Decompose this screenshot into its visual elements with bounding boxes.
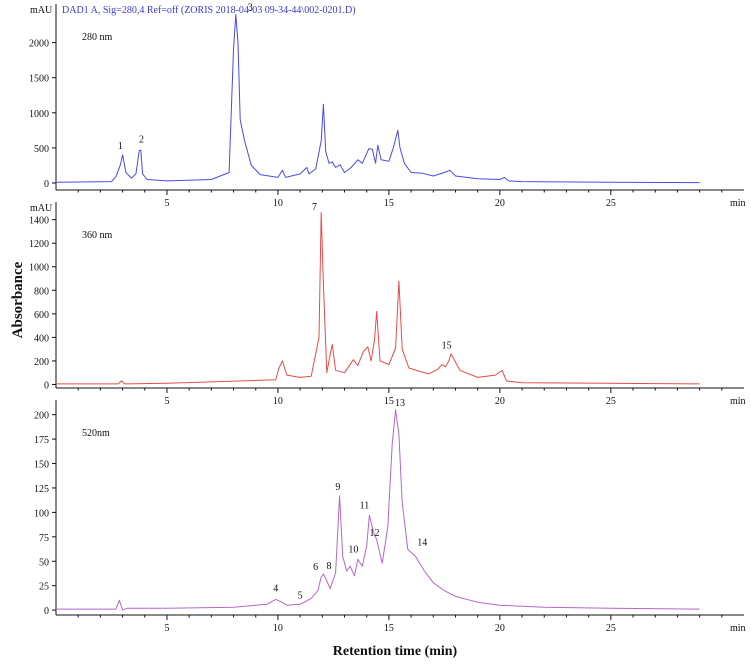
x-tick-label: 25: [606, 396, 616, 407]
y-tick-label: 175: [34, 435, 49, 446]
x-tick-label: 15: [384, 198, 394, 209]
y-tick-label: 0: [44, 606, 49, 617]
peak-label: 9: [335, 482, 340, 493]
x-tick-label: 15: [384, 623, 394, 634]
y-tick-label: 400: [34, 333, 49, 344]
chromatogram-trace: [56, 409, 700, 611]
y-tick-label: 150: [34, 460, 49, 471]
y-tick-label: 200: [34, 411, 49, 422]
y-tick-label: 0: [44, 380, 49, 391]
signal-header: DAD1 A, Sig=280,4 Ref=off (ZORIS 2018-04…: [62, 5, 356, 16]
y-tick-label: 600: [34, 310, 49, 321]
x-tick-label: 20: [495, 623, 505, 634]
x-unit-label: min: [730, 396, 746, 407]
y-tick-label: 125: [34, 484, 49, 495]
x-tick-label: 5: [164, 396, 169, 407]
peak-label: 13: [395, 398, 405, 409]
y-tick-label: 2000: [29, 39, 49, 50]
chromatogram-panel-1: 0 500 1000 1500 2000 5 10 15 20 25 mAU min DAD1 A, S…: [29, 3, 746, 209]
x-tick-label: 25: [606, 623, 616, 634]
peak-label: 4: [273, 583, 278, 594]
figure-ylabel: Absorbance: [10, 261, 26, 338]
y-tick-label: 1200: [29, 239, 49, 250]
peak-label: 2: [139, 134, 144, 145]
y-tick-label: 800: [34, 286, 49, 297]
y-tick-label: 200: [34, 357, 49, 368]
peak-label: 7: [312, 202, 317, 213]
x-unit-label: min: [730, 198, 746, 209]
wavelength-label: 280 nm: [82, 32, 113, 43]
x-unit-label: min: [730, 623, 746, 634]
x-tick-label: 5: [164, 623, 169, 634]
x-tick-label: 5: [164, 198, 169, 209]
y-unit-label: mAU: [30, 203, 53, 214]
chromatogram-trace: [55, 14, 700, 184]
y-unit-label: mAU: [30, 5, 53, 16]
peak-label: 6: [313, 562, 318, 573]
x-tick-label: 15: [384, 396, 394, 407]
y-tick-label: 1000: [29, 263, 49, 274]
peak-label: 8: [326, 561, 331, 572]
peak-label: 1: [118, 141, 123, 152]
y-tick-label: 25: [39, 582, 49, 593]
y-tick-label: 75: [39, 533, 49, 544]
peak-label: 11: [360, 500, 370, 511]
peak-label: 15: [442, 341, 452, 352]
wavelength-label: 360 nm: [82, 230, 113, 241]
peak-label: 12: [369, 528, 379, 539]
chromatogram-panel-2: 0 200 400 600 800 1000 1200 1400 5 10 15 20 25 mAU min…: [29, 202, 746, 407]
peak-label: 3: [248, 3, 253, 14]
x-tick-label: 10: [273, 623, 283, 634]
y-tick-label: 1500: [29, 74, 49, 85]
x-tick-label: 20: [495, 396, 505, 407]
wavelength-label: 520nm: [82, 428, 110, 439]
y-tick-label: 50: [39, 557, 49, 568]
peak-label: 5: [298, 590, 303, 601]
y-tick-label: 100: [34, 508, 49, 519]
y-tick-label: 1400: [29, 216, 49, 227]
figure-xlabel: Retention time (min): [333, 644, 458, 659]
x-tick-label: 20: [495, 198, 505, 209]
x-tick-label: 10: [273, 198, 283, 209]
x-tick-label: 25: [606, 198, 616, 209]
x-tick-label: 10: [273, 396, 283, 407]
y-tick-label: 0: [44, 179, 49, 190]
chromatogram-trace: [56, 212, 700, 385]
y-tick-label: 500: [34, 144, 49, 155]
peak-label: 14: [417, 538, 427, 549]
y-tick-label: 1000: [29, 109, 49, 120]
peak-label: 10: [348, 544, 358, 555]
